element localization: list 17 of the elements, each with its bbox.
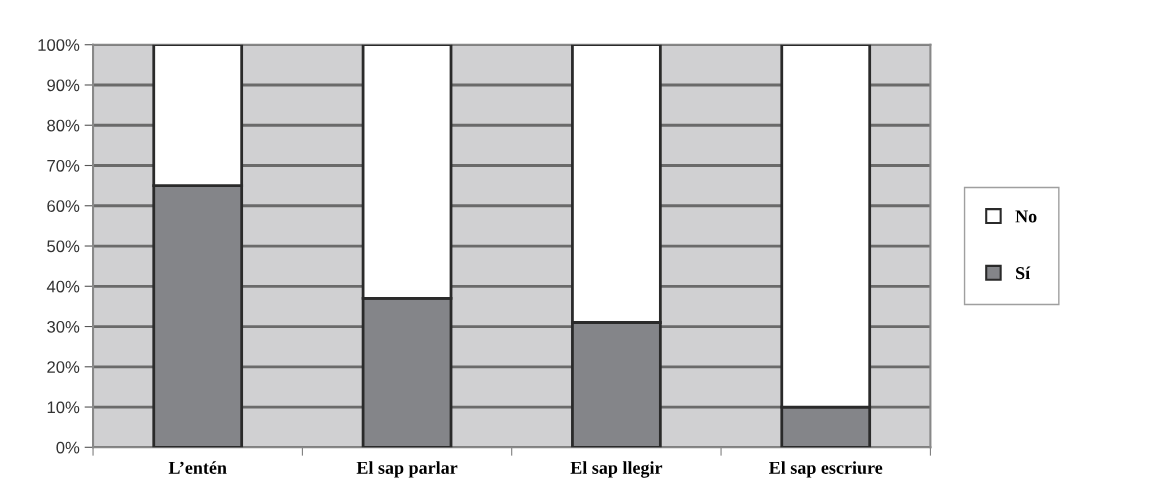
x-tick-label: L’entén bbox=[168, 461, 227, 474]
x-tick-label: El sap escriure bbox=[769, 461, 883, 478]
y-tick-label: 90% bbox=[47, 79, 80, 92]
y-tick-label: 30% bbox=[47, 320, 80, 333]
y-tick-label: 80% bbox=[47, 119, 80, 132]
y-tick-label: 0% bbox=[56, 441, 80, 454]
y-tick-label: 40% bbox=[46, 280, 80, 293]
y-tick-label: 60% bbox=[47, 200, 80, 212]
y-tick-label: 100% bbox=[38, 39, 80, 51]
legend-label: No bbox=[1015, 210, 1037, 223]
y-tick-label: 70% bbox=[47, 159, 80, 172]
y-tick-label: 10% bbox=[47, 401, 80, 414]
x-tick-label: El sap parlar bbox=[356, 461, 458, 478]
x-tick-label: El sap llegir bbox=[570, 461, 663, 478]
y-tick-label: 20% bbox=[47, 361, 80, 373]
legend-label: Sí bbox=[1016, 266, 1031, 280]
y-tick-label: 50% bbox=[47, 240, 80, 253]
